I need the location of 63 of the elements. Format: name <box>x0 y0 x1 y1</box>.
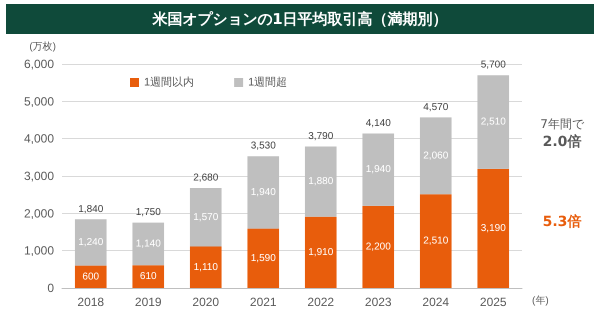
bar <box>132 222 164 266</box>
bar <box>420 117 452 194</box>
total-label: 1,750 <box>136 207 162 218</box>
text: 2.0倍 <box>542 133 582 150</box>
bar <box>74 219 107 266</box>
bar <box>477 75 510 169</box>
y-tick-label: 6,000 <box>24 57 54 71</box>
total-label: 3,530 <box>250 140 276 152</box>
bar <box>304 146 337 217</box>
y-tick-label: 1,000 <box>24 244 54 258</box>
data-label: 1,940 <box>250 186 276 198</box>
bar <box>362 206 394 288</box>
data-label: 1,590 <box>250 252 276 264</box>
x-tick-label: 2021 <box>250 295 277 309</box>
x-tick-label: 2025 <box>480 295 507 309</box>
data-label: 2,510 <box>423 236 449 247</box>
data-label: 1,910 <box>308 246 334 258</box>
data-label: 1,880 <box>308 176 334 188</box>
total-label: 3,790 <box>308 131 334 142</box>
data-label: 1,940 <box>366 164 392 176</box>
legend-label: 1週間以内 <box>144 76 194 88</box>
text: 5.3倍 <box>542 213 582 230</box>
total-label: 4,570 <box>423 102 449 113</box>
y-tick-label: 5,000 <box>24 94 54 108</box>
x-tick-label: 2018 <box>77 295 104 309</box>
total-label: 1,840 <box>78 204 104 215</box>
bar <box>477 168 510 288</box>
bar <box>74 266 107 288</box>
y-axis-title: (万枚) <box>29 40 56 52</box>
bar <box>362 133 394 206</box>
data-label: 1,570 <box>193 212 219 223</box>
data-label: 600 <box>82 271 100 282</box>
x-tick-label: 2020 <box>192 295 220 309</box>
total-label: 5,700 <box>480 60 506 71</box>
data-label: 2,060 <box>423 150 449 162</box>
total-label: 2,680 <box>193 172 219 184</box>
chart-title: 米国オプションの1日平均取引高（満期別） <box>6 4 594 34</box>
data-label: 3,190 <box>480 222 506 234</box>
y-tick-label: 0 <box>47 281 54 295</box>
y-tick-label: 3,000 <box>24 169 54 183</box>
data-label: 1,140 <box>136 238 162 250</box>
y-tick-label: 4,000 <box>24 132 54 146</box>
data-label: 2,510 <box>480 116 506 128</box>
data-label: 2,200 <box>366 241 392 252</box>
bar <box>247 156 280 229</box>
x-tick-label: 2024 <box>422 295 450 309</box>
data-label: 1,240 <box>78 236 104 248</box>
y-tick-label: 2,000 <box>24 206 54 220</box>
bar <box>190 246 222 288</box>
bar <box>247 228 280 288</box>
x-axis-title: (年) <box>532 294 549 306</box>
bar <box>190 188 222 247</box>
x-tick-label: 2022 <box>307 295 334 309</box>
total-label: 4,140 <box>366 118 392 129</box>
text: 7年間で <box>540 117 585 131</box>
data-label: 1,110 <box>194 262 218 273</box>
data-label: 610 <box>140 271 158 282</box>
bar <box>132 265 164 288</box>
x-tick-label: 2023 <box>364 295 392 309</box>
legend-label: 1週間超 <box>248 76 288 88</box>
x-tick-label: 2019 <box>134 295 162 309</box>
bar <box>304 216 337 288</box>
bar <box>420 194 452 288</box>
